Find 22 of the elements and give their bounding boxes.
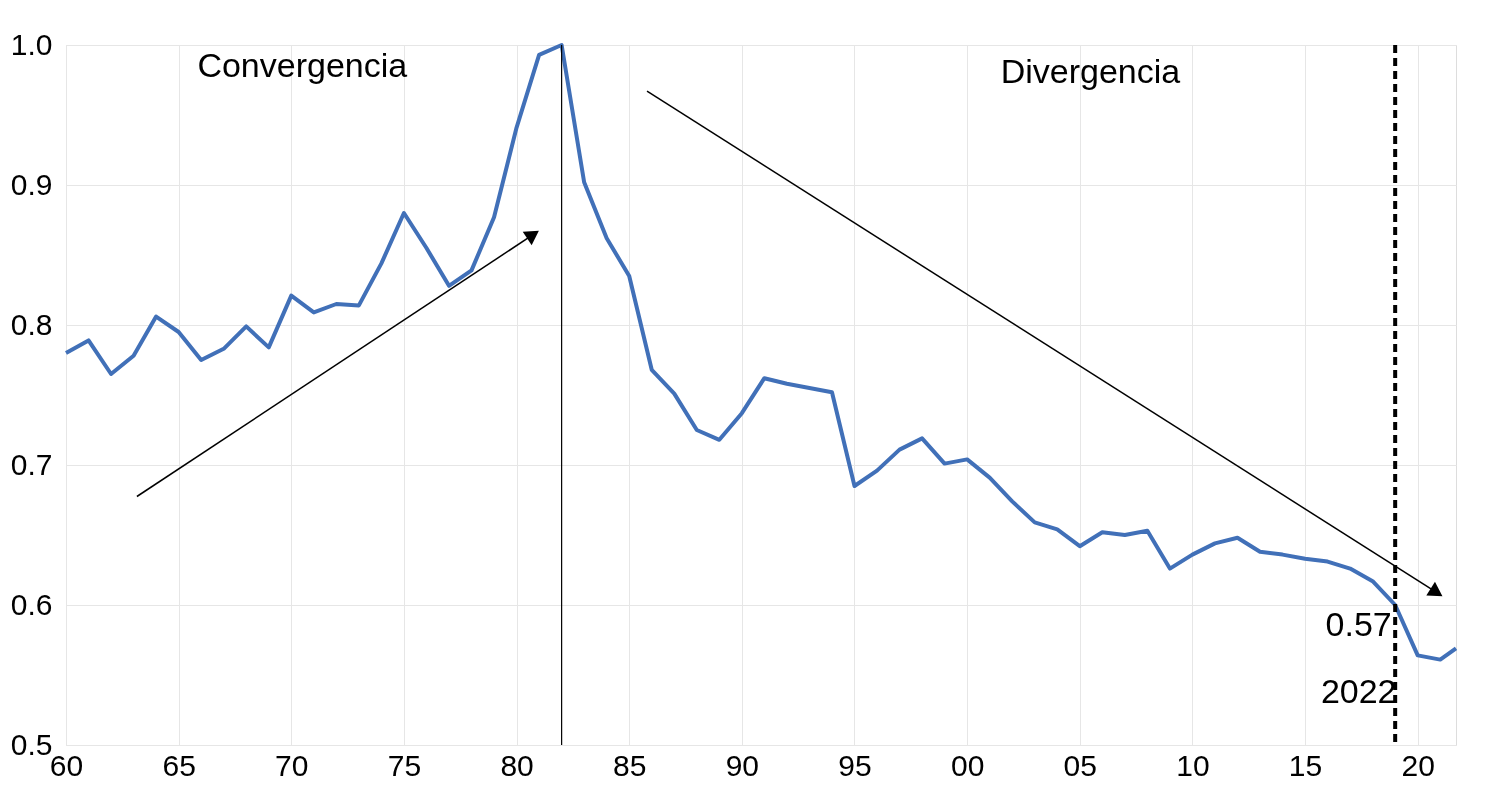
x-tick-label: 90: [725, 748, 760, 782]
y-tick-label: 0.9: [10, 167, 53, 201]
x-tick-label: 65: [162, 748, 196, 782]
x-tick-label: 00: [950, 748, 985, 782]
annotation: Convergencia: [197, 45, 408, 84]
annotation: Divergencia: [1000, 52, 1181, 90]
annotation: 2022: [1320, 671, 1397, 710]
x-tick-label: 10: [1176, 748, 1210, 782]
x-tick-label: 20: [1401, 748, 1435, 782]
y-tick-label: 0.8: [10, 307, 53, 341]
annotation: 0.57: [1325, 605, 1392, 643]
x-tick-label: 80: [500, 748, 534, 782]
x-tick-label: 75: [387, 748, 422, 782]
y-tick-label: 0.6: [10, 587, 53, 621]
x-tick-label: 15: [1288, 748, 1323, 782]
y-tick-label: 0.7: [10, 447, 53, 481]
x-tick-label: 70: [275, 748, 309, 782]
y-tick-label: 1.0: [10, 27, 53, 61]
y-tick-label: 0.5: [10, 727, 53, 761]
x-tick-label: 85: [613, 748, 647, 782]
x-tick-label: 95: [838, 748, 872, 782]
x-tick-label: 05: [1063, 748, 1097, 782]
